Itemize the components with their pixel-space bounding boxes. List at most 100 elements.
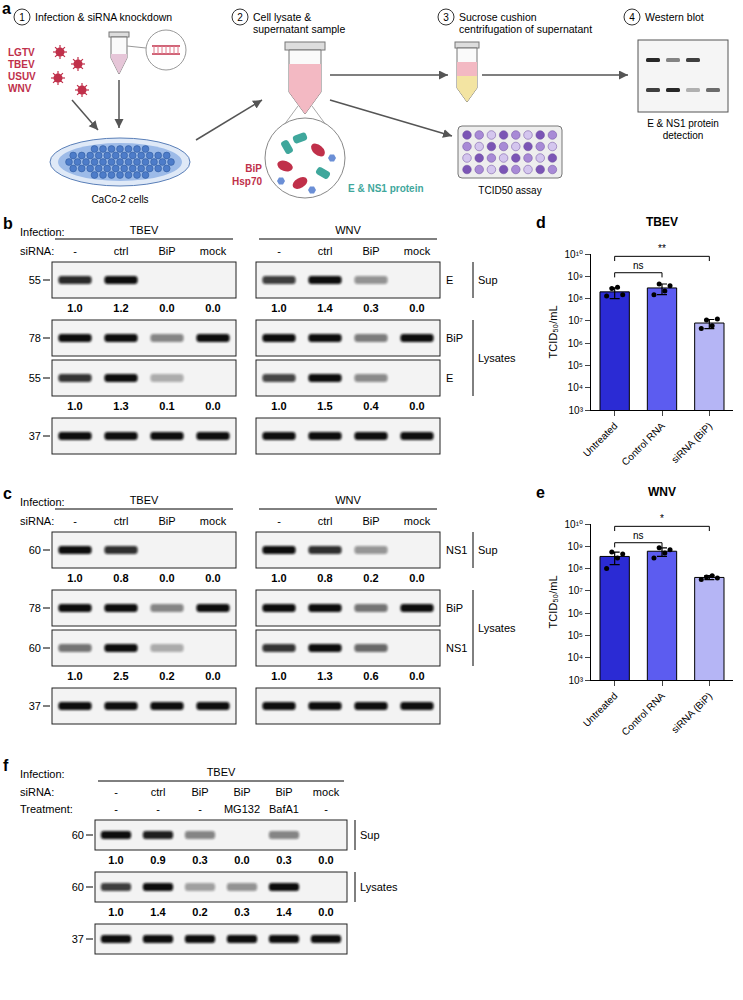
svg-text:E & NS1 protein: E & NS1 protein	[348, 183, 424, 194]
svg-text:mock: mock	[313, 786, 340, 798]
svg-text:siRNA (BiP): siRNA (BiP)	[669, 420, 714, 465]
svg-text:1.4: 1.4	[150, 906, 166, 918]
svg-text:0.1: 0.1	[159, 400, 174, 412]
svg-text:BiP: BiP	[446, 332, 463, 344]
svg-text:10⁶: 10⁶	[568, 338, 583, 349]
svg-text:Sup: Sup	[478, 274, 498, 286]
svg-text:ctrl: ctrl	[318, 245, 333, 257]
svg-text:USUV: USUV	[8, 71, 36, 82]
svg-text:1.4: 1.4	[317, 302, 333, 314]
svg-text:ctrl: ctrl	[114, 515, 129, 527]
svg-text:0.3: 0.3	[363, 302, 378, 314]
svg-text:1.0: 1.0	[108, 854, 123, 866]
svg-text:55: 55	[29, 274, 41, 286]
svg-text:0.0: 0.0	[409, 400, 424, 412]
svg-text:55: 55	[29, 372, 41, 384]
svg-text:10⁶: 10⁶	[568, 608, 583, 619]
svg-text:0.6: 0.6	[363, 670, 378, 682]
svg-text:78: 78	[29, 602, 41, 614]
svg-text:siRNA:: siRNA:	[20, 515, 54, 527]
svg-text:60: 60	[29, 544, 41, 556]
svg-text:mock: mock	[200, 245, 227, 257]
svg-text:10⁴: 10⁴	[568, 652, 583, 663]
svg-text:1.3: 1.3	[317, 670, 332, 682]
svg-text:siRNA (BiP): siRNA (BiP)	[669, 690, 714, 735]
svg-text:Sucrose cushion: Sucrose cushion	[459, 11, 537, 23]
svg-text:2: 2	[237, 12, 243, 23]
svg-text:-: -	[73, 245, 77, 257]
svg-text:1.3: 1.3	[113, 400, 128, 412]
svg-text:Lysates: Lysates	[478, 352, 516, 364]
svg-text:-: -	[277, 245, 281, 257]
svg-text:0.0: 0.0	[205, 572, 220, 584]
svg-text:ns: ns	[633, 530, 644, 541]
svg-text:c: c	[3, 485, 12, 502]
svg-text:-: -	[156, 803, 160, 815]
svg-text:WNV: WNV	[335, 494, 361, 506]
svg-text:0.0: 0.0	[205, 400, 220, 412]
svg-text:BiP: BiP	[158, 245, 175, 257]
svg-text:0.3: 0.3	[192, 854, 207, 866]
svg-text:0.3: 0.3	[234, 906, 249, 918]
svg-text:-: -	[73, 515, 77, 527]
svg-text:0.2: 0.2	[159, 670, 174, 682]
svg-text:b: b	[3, 215, 13, 232]
svg-text:10⁵: 10⁵	[568, 360, 583, 371]
svg-text:-: -	[324, 803, 328, 815]
svg-text:78: 78	[29, 332, 41, 344]
svg-text:CaCo-2 cells: CaCo-2 cells	[91, 194, 148, 205]
svg-text:E: E	[446, 372, 453, 384]
svg-text:Untreated: Untreated	[581, 420, 620, 459]
svg-text:10¹⁰: 10¹⁰	[565, 249, 583, 260]
svg-text:0.8: 0.8	[317, 572, 332, 584]
svg-text:1.0: 1.0	[67, 670, 82, 682]
svg-text:Sup: Sup	[478, 544, 498, 556]
svg-text:ns: ns	[633, 260, 644, 271]
svg-text:1.2: 1.2	[113, 302, 128, 314]
svg-text:10³: 10³	[569, 675, 584, 686]
svg-text:10⁹: 10⁹	[568, 541, 583, 552]
svg-text:Infection:: Infection:	[20, 496, 65, 508]
svg-text:TBEV: TBEV	[130, 494, 159, 506]
svg-text:37: 37	[72, 933, 84, 945]
svg-text:Untreated: Untreated	[581, 690, 620, 729]
svg-text:Infection:: Infection:	[20, 768, 65, 780]
svg-text:Infection:: Infection:	[20, 226, 65, 238]
svg-text:0.0: 0.0	[409, 302, 424, 314]
svg-text:Lysates: Lysates	[478, 622, 516, 634]
svg-text:10⁸: 10⁸	[568, 563, 583, 574]
svg-text:0.0: 0.0	[159, 302, 174, 314]
svg-text:1.0: 1.0	[67, 400, 82, 412]
svg-text:1.0: 1.0	[271, 572, 286, 584]
svg-text:**: **	[658, 243, 666, 254]
svg-text:10³: 10³	[569, 405, 584, 416]
svg-text:BiP: BiP	[275, 786, 292, 798]
svg-text:10⁷: 10⁷	[568, 315, 583, 326]
svg-text:4: 4	[629, 12, 635, 23]
svg-text:0.2: 0.2	[192, 906, 207, 918]
svg-text:0.0: 0.0	[159, 572, 174, 584]
svg-text:Control RNA: Control RNA	[619, 420, 667, 468]
svg-text:Cell lysate &: Cell lysate &	[253, 11, 311, 23]
svg-text:supernatant sample: supernatant sample	[253, 23, 345, 35]
svg-text:BiP: BiP	[158, 515, 175, 527]
svg-text:-: -	[277, 515, 281, 527]
svg-text:10¹⁰: 10¹⁰	[565, 519, 583, 530]
svg-text:BiP: BiP	[245, 163, 262, 174]
svg-text:detection: detection	[663, 130, 704, 141]
svg-text:1.0: 1.0	[271, 670, 286, 682]
svg-text:Western blot: Western blot	[645, 11, 704, 23]
svg-text:0.8: 0.8	[113, 572, 128, 584]
svg-text:1.0: 1.0	[271, 302, 286, 314]
svg-text:0.3: 0.3	[276, 854, 291, 866]
svg-text:BiP: BiP	[446, 602, 463, 614]
svg-text:0.9: 0.9	[150, 854, 165, 866]
svg-text:mock: mock	[404, 515, 431, 527]
svg-text:10⁹: 10⁹	[568, 271, 583, 282]
svg-text:WNV: WNV	[8, 83, 32, 94]
svg-text:ctrl: ctrl	[151, 786, 166, 798]
svg-text:TBEV: TBEV	[646, 215, 678, 229]
svg-text:60: 60	[72, 829, 84, 841]
svg-text:1: 1	[19, 12, 25, 23]
svg-text:0.0: 0.0	[234, 854, 249, 866]
